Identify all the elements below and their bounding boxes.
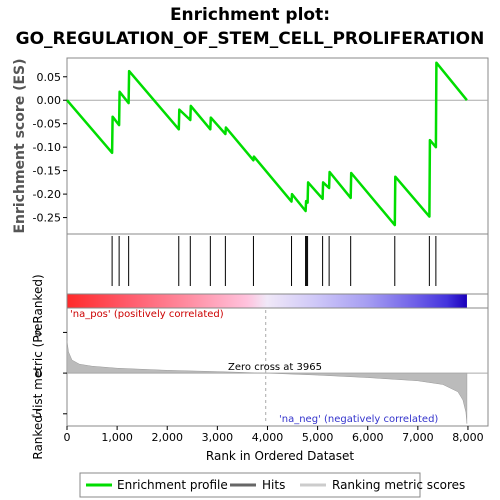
- chart-title-line1: Enrichment plot:: [170, 5, 330, 25]
- annotation-negative: 'na_neg' (negatively correlated): [279, 414, 438, 425]
- es-y-tick-label: 0.05: [37, 71, 62, 84]
- es-panel-frame: [66, 57, 489, 235]
- annotation-zero-cross: Zero cross at 3965: [228, 362, 322, 373]
- es-y-tick-label: -0.10: [33, 141, 61, 154]
- x-tick-label: 5,000: [302, 431, 334, 444]
- ranking-metric-area: [66, 340, 468, 424]
- hits-panel-frame: [66, 233, 489, 295]
- chart-title-line2: GO_REGULATION_OF_STEM_CELL_PROLIFERATION: [16, 29, 485, 49]
- enrichment-profile-line: [66, 61, 468, 227]
- metric-y-tick-label: 5: [35, 326, 42, 339]
- x-tick-label: 2,000: [151, 431, 183, 444]
- metric-y-ticks: 5 0 -5: [31, 326, 67, 421]
- metric-y-tick-label: 0: [35, 367, 42, 380]
- ranking-gradient-bar: [67, 294, 467, 308]
- legend-profile-label: Enrichment profile: [117, 478, 228, 492]
- es-y-axis-label: Enrichment score (ES): [12, 58, 28, 233]
- metric-y-tick-label: -5: [31, 408, 42, 421]
- x-tick-label: 1,000: [101, 431, 133, 444]
- annotation-positive: 'na_pos' (positively correlated): [70, 309, 224, 320]
- es-y-tick-label: -0.25: [33, 212, 61, 225]
- x-tick-label: 6,000: [352, 431, 384, 444]
- legend-hits-label: Hits: [262, 478, 285, 492]
- es-y-tick-label: -0.05: [33, 118, 61, 131]
- metric-panel-frame: [66, 307, 489, 427]
- x-tick-label: 3,000: [202, 431, 234, 444]
- x-ticks: 0 1,000 2,000 3,000 4,000 5,000 6,000 7,000 8,00…: [64, 426, 484, 444]
- es-y-tick-label: 0.00: [37, 94, 62, 107]
- es-y-ticks: 0.05 0.00 -0.05 -0.10 -0.15 -0.20 -0.25: [33, 71, 67, 225]
- x-axis-label: Rank in Ordered Dataset: [206, 449, 354, 463]
- hit-markers: [111, 236, 437, 286]
- es-y-tick-label: -0.15: [33, 165, 61, 178]
- x-tick-label: 0: [64, 431, 71, 444]
- legend-metric-label: Ranking metric scores: [332, 478, 465, 492]
- es-y-tick-label: -0.20: [33, 188, 61, 201]
- x-tick-label: 8,000: [452, 431, 484, 444]
- x-tick-label: 4,000: [252, 431, 284, 444]
- x-tick-label: 7,000: [402, 431, 434, 444]
- metric-y-axis-label: Ranked list metric (PreRanked): [31, 274, 45, 459]
